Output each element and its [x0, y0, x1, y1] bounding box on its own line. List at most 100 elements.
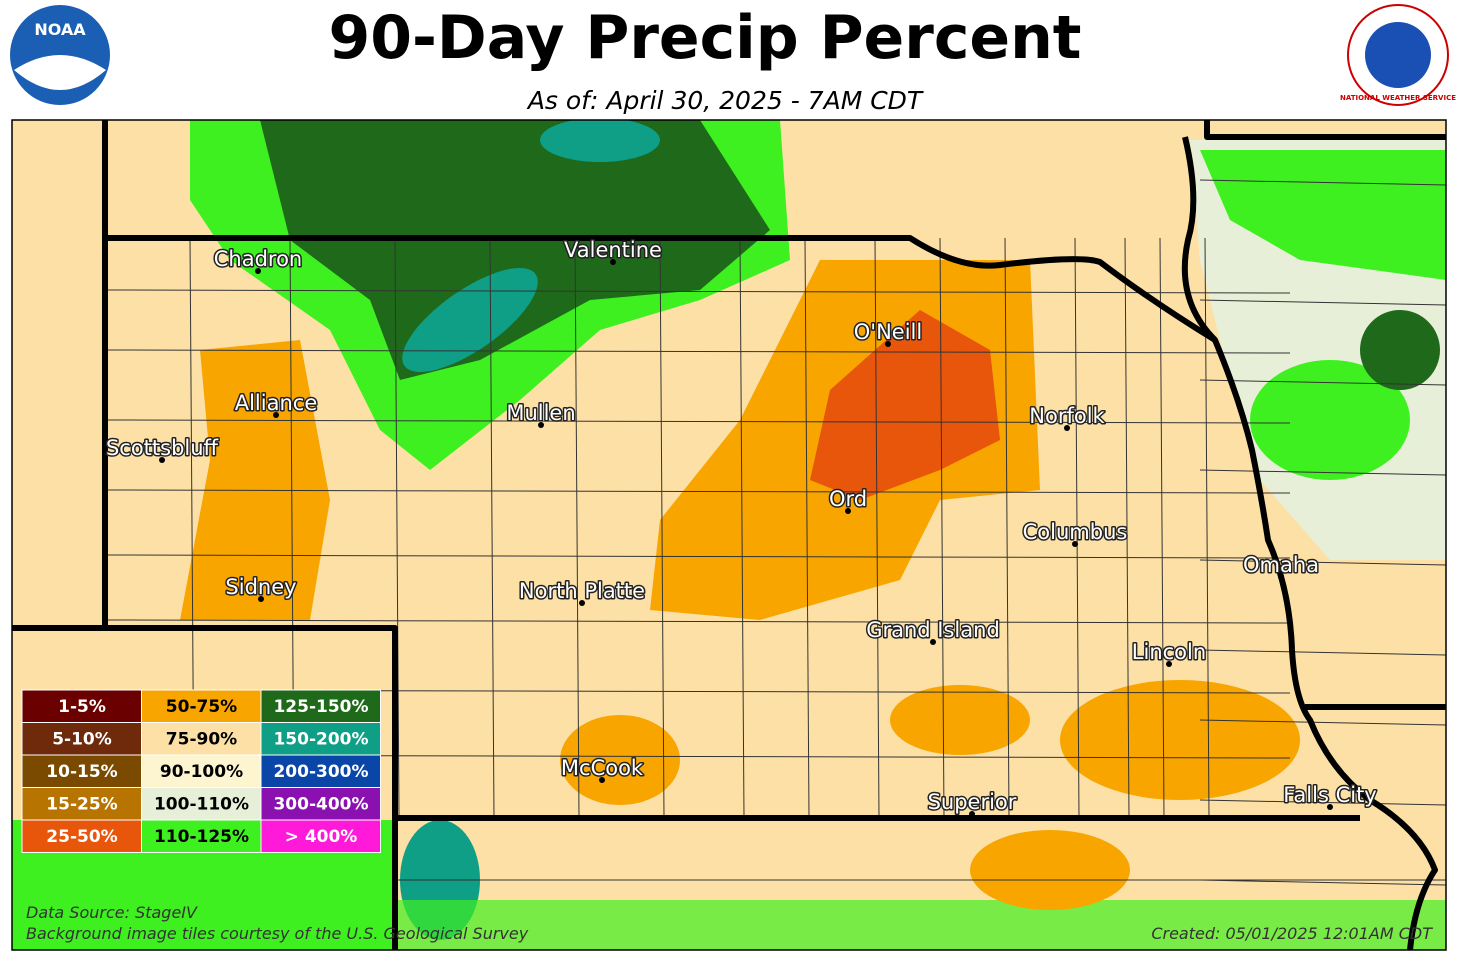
wet-area	[402, 267, 538, 373]
legend-swatch	[21, 722, 142, 756]
county-line	[104, 349, 1291, 354]
legend-swatch	[141, 689, 262, 723]
wet-area	[540, 120, 660, 162]
city-label: Omaha	[1243, 553, 1319, 577]
county-line	[1199, 379, 1446, 386]
city-label: Grand Island	[866, 618, 1000, 642]
city-dot	[930, 639, 936, 645]
county-line	[1199, 559, 1446, 566]
subtitle: As of: April 30, 2025 - 7AM CDT	[526, 86, 924, 115]
legend-label: 25-50%	[46, 827, 117, 847]
county-line	[104, 489, 1291, 494]
state-border	[105, 235, 1438, 950]
legend-swatch	[21, 689, 142, 723]
county-line	[394, 237, 400, 819]
city-dot	[969, 811, 975, 817]
city-label: Chadron	[214, 247, 303, 271]
city-dot	[579, 600, 585, 606]
county-line	[104, 419, 1291, 424]
dry-area	[970, 830, 1130, 910]
city-dot	[538, 422, 544, 428]
city-label: Superior	[928, 790, 1017, 814]
legend: 1-5% 5-10% 10-15% 15-25% 25-50% 50-75% 75-90% 9…	[21, 689, 381, 853]
county-line	[1199, 299, 1446, 306]
legend-label: 90-100%	[160, 762, 243, 782]
county-line	[939, 237, 945, 819]
legend-label: 10-15%	[46, 762, 117, 782]
state-border	[1181, 120, 1446, 343]
cities: Chadron Valentine O'Neill Alliance Mullen Nor…	[104, 237, 1378, 817]
created: Created: 05/01/2025 12:01AM CDT	[1151, 924, 1433, 943]
county-line	[104, 619, 1291, 624]
county-line	[574, 237, 580, 819]
city-label: Sidney	[225, 575, 296, 599]
county-line	[104, 289, 1291, 294]
noaa-text: NOAA	[34, 20, 86, 39]
county-line	[1199, 649, 1446, 656]
county-line	[739, 237, 745, 819]
wet-area	[1250, 360, 1410, 480]
city-label: Norfolk	[1029, 404, 1105, 428]
data-source: Data Source: StageIV	[26, 903, 198, 922]
legend-label: 15-25%	[46, 795, 117, 815]
city-dot	[273, 412, 279, 418]
city-dot	[1278, 574, 1284, 580]
county-line	[104, 554, 1291, 559]
map: Chadron Valentine O'Neill Alliance Mullen Nor…	[12, 120, 1446, 950]
legend-label: 50-75%	[166, 697, 237, 717]
county-line	[1074, 237, 1080, 819]
city-dot	[159, 457, 165, 463]
legend-label: > 400%	[285, 827, 358, 847]
legend-swatch	[21, 819, 142, 853]
city-dot	[255, 268, 261, 274]
wet-area	[260, 120, 770, 380]
dry-area	[890, 685, 1030, 755]
city-label: Alliance	[235, 391, 318, 415]
city-label: McCook	[561, 756, 644, 780]
county-line	[1199, 799, 1446, 806]
wet-area	[12, 900, 1446, 950]
city-dot	[1072, 541, 1078, 547]
legend-label: 300-400%	[273, 795, 368, 815]
county-line	[874, 237, 880, 819]
legend-swatch	[141, 722, 262, 756]
city-dot	[1166, 661, 1172, 667]
legend-swatch	[141, 754, 262, 788]
legend-label: 110-125%	[154, 827, 249, 847]
city-label: Lincoln	[1132, 640, 1206, 664]
city-label: Ord	[829, 487, 867, 511]
legend-swatch	[260, 819, 381, 853]
county-line	[804, 237, 810, 819]
legend-label: 75-90%	[166, 730, 237, 750]
credit: Background image tiles courtesy of the U…	[26, 924, 529, 943]
county-line	[659, 237, 665, 819]
county-line	[1199, 469, 1446, 476]
city-dot	[610, 259, 616, 265]
city-dot	[1064, 425, 1070, 431]
county-line	[1199, 879, 1446, 886]
city-label: Falls City	[1283, 783, 1376, 807]
city-label: Columbus	[1023, 520, 1128, 544]
legend-label: 5-10%	[52, 730, 112, 750]
legend-label: 150-200%	[273, 730, 368, 750]
city-dot	[845, 508, 851, 514]
legend-label: 200-300%	[273, 762, 368, 782]
county-line	[1199, 719, 1446, 726]
wet-area	[1200, 150, 1446, 280]
nws-inner	[1365, 22, 1431, 88]
city-dot	[1327, 804, 1333, 810]
city-label: North Platte	[519, 579, 645, 603]
city-label: Scottsbluff	[106, 436, 219, 460]
county-line	[1004, 237, 1010, 819]
legend-swatch	[260, 689, 381, 723]
city-label: Mullen	[506, 401, 575, 425]
dry-area	[1060, 680, 1300, 800]
city-label: O'Neill	[854, 320, 922, 344]
county-line	[1159, 237, 1165, 819]
city-dot	[258, 596, 264, 602]
city-dot	[599, 777, 605, 783]
city-label: Valentine	[564, 238, 662, 262]
map-frame	[11, 119, 1447, 951]
city-dot	[885, 341, 891, 347]
